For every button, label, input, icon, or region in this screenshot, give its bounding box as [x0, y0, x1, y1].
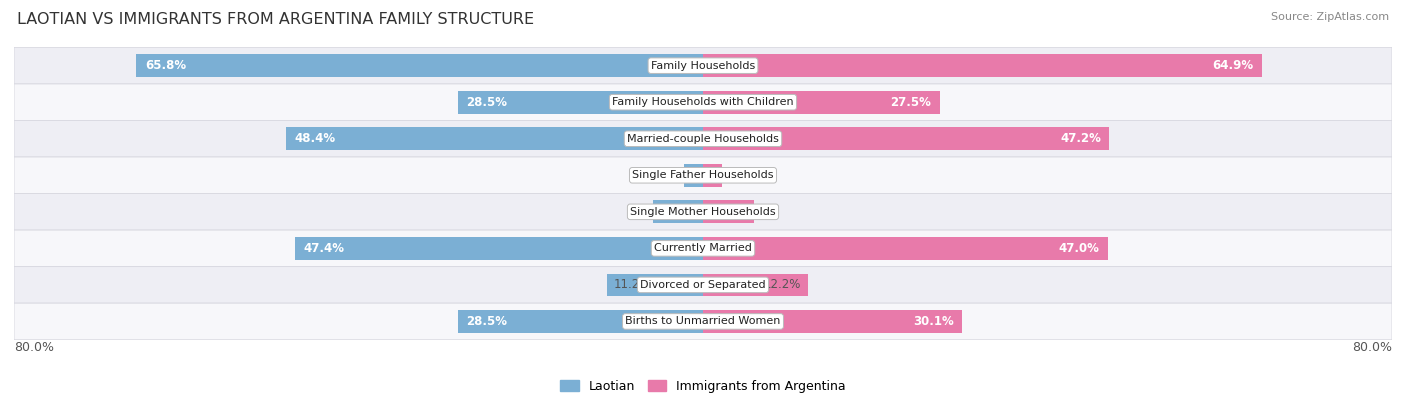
Text: Family Households: Family Households — [651, 61, 755, 71]
Text: 47.2%: 47.2% — [1060, 132, 1101, 145]
Text: 48.4%: 48.4% — [295, 132, 336, 145]
Bar — [606, 274, 703, 296]
FancyBboxPatch shape — [14, 157, 1392, 194]
FancyBboxPatch shape — [14, 303, 1392, 340]
Bar — [287, 128, 703, 150]
Text: 27.5%: 27.5% — [890, 96, 931, 109]
Bar — [703, 55, 1263, 77]
Text: 11.2%: 11.2% — [613, 278, 651, 292]
Text: 2.2%: 2.2% — [690, 169, 721, 182]
Text: 80.0%: 80.0% — [14, 341, 53, 354]
Text: 64.9%: 64.9% — [1212, 59, 1253, 72]
Legend: Laotian, Immigrants from Argentina: Laotian, Immigrants from Argentina — [555, 375, 851, 395]
Text: 12.2%: 12.2% — [763, 278, 801, 292]
Text: LAOTIAN VS IMMIGRANTS FROM ARGENTINA FAMILY STRUCTURE: LAOTIAN VS IMMIGRANTS FROM ARGENTINA FAM… — [17, 12, 534, 27]
FancyBboxPatch shape — [14, 267, 1392, 303]
Text: 5.9%: 5.9% — [717, 205, 747, 218]
Text: 80.0%: 80.0% — [1353, 341, 1392, 354]
Text: Births to Unmarried Women: Births to Unmarried Women — [626, 316, 780, 326]
Bar — [457, 91, 703, 113]
Text: 28.5%: 28.5% — [467, 315, 508, 328]
FancyBboxPatch shape — [14, 230, 1392, 267]
FancyBboxPatch shape — [14, 47, 1392, 84]
Text: 2.2%: 2.2% — [685, 169, 716, 182]
Bar — [685, 164, 703, 186]
Text: Divorced or Separated: Divorced or Separated — [640, 280, 766, 290]
Bar — [703, 310, 962, 333]
Text: 47.0%: 47.0% — [1059, 242, 1099, 255]
Text: Single Mother Households: Single Mother Households — [630, 207, 776, 217]
Bar — [703, 274, 808, 296]
Text: Currently Married: Currently Married — [654, 243, 752, 253]
Text: Married-couple Households: Married-couple Households — [627, 134, 779, 144]
FancyBboxPatch shape — [14, 194, 1392, 230]
Bar — [703, 201, 754, 223]
FancyBboxPatch shape — [14, 84, 1392, 120]
Text: 5.8%: 5.8% — [659, 205, 689, 218]
Bar — [703, 237, 1108, 260]
Bar — [703, 91, 939, 113]
Bar — [652, 201, 703, 223]
Text: Source: ZipAtlas.com: Source: ZipAtlas.com — [1271, 12, 1389, 22]
FancyBboxPatch shape — [14, 120, 1392, 157]
Bar — [703, 164, 721, 186]
Text: Single Father Households: Single Father Households — [633, 170, 773, 180]
Text: 28.5%: 28.5% — [467, 96, 508, 109]
Text: 65.8%: 65.8% — [145, 59, 186, 72]
Bar — [703, 128, 1109, 150]
Bar — [457, 310, 703, 333]
Bar — [295, 237, 703, 260]
Text: 30.1%: 30.1% — [912, 315, 953, 328]
Text: Family Households with Children: Family Households with Children — [612, 97, 794, 107]
Text: 47.4%: 47.4% — [304, 242, 344, 255]
Bar — [136, 55, 703, 77]
